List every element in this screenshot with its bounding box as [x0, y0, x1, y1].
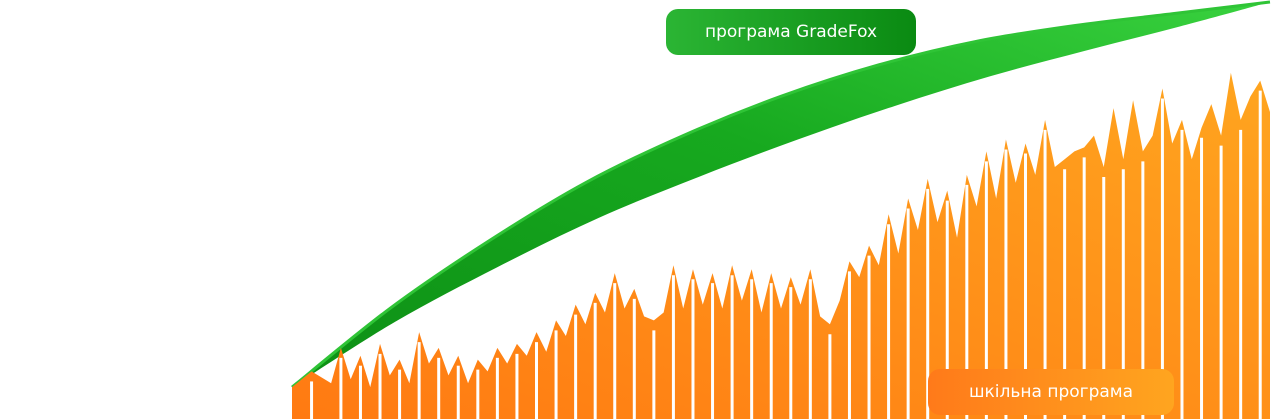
series-layer: [291, 0, 1271, 419]
gradefox-label: програма GradeFox: [666, 9, 916, 55]
school-label: шкільна програма: [928, 369, 1174, 415]
gradefox-line: [291, 0, 1271, 389]
